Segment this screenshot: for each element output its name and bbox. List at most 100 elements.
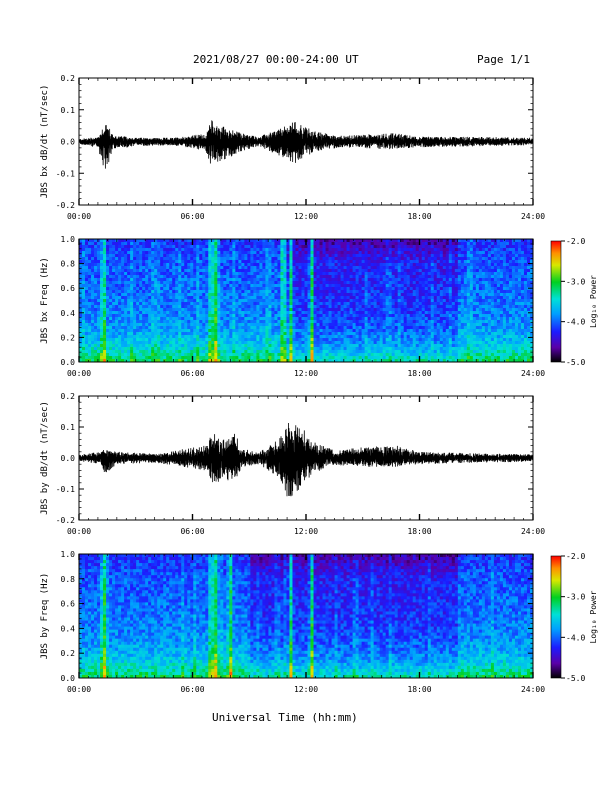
spectrogram-cell xyxy=(115,272,119,276)
spectrogram-cell xyxy=(220,326,224,330)
spectrogram-cell xyxy=(211,338,215,342)
spectrogram-cell xyxy=(274,335,278,339)
spectrogram-cell xyxy=(157,338,161,342)
spectrogram-cell xyxy=(205,269,209,273)
spectrogram-cell xyxy=(115,338,119,342)
spectrogram-cell xyxy=(421,302,426,306)
spectrogram-cell xyxy=(388,344,393,348)
spectrogram-cell xyxy=(292,245,296,249)
spectrogram-cell xyxy=(361,347,366,351)
spectrogram-cell xyxy=(202,347,206,351)
spectrogram-cell xyxy=(370,284,375,288)
spectrogram-cell xyxy=(142,248,146,252)
spectrogram-cell xyxy=(205,272,209,276)
spectrogram-cell xyxy=(124,338,128,342)
spectrogram-cell xyxy=(364,248,369,252)
spectrogram-cell xyxy=(238,314,242,318)
spectrogram-cell xyxy=(118,257,122,261)
spectrogram-cell xyxy=(148,359,152,363)
spectrogram-cell xyxy=(412,314,417,318)
spectrogram-cell xyxy=(106,344,110,348)
spectrogram-cell xyxy=(364,344,369,348)
spectrogram-cell xyxy=(202,296,206,300)
spectrogram-cell xyxy=(220,251,224,255)
spectrogram-cell xyxy=(325,284,329,288)
spectrogram-cell xyxy=(208,317,212,321)
spectrogram-cell xyxy=(400,329,405,333)
spectrogram-cell xyxy=(199,260,203,264)
spectrogram-cell xyxy=(157,341,161,345)
spectrogram-cell xyxy=(277,326,281,330)
spectrogram-cell xyxy=(358,305,363,309)
spectrogram-cell xyxy=(196,329,200,333)
spectrogram-cell xyxy=(274,284,278,288)
spectrogram-cell xyxy=(283,245,287,249)
spectrogram-cell xyxy=(226,305,230,309)
spectrogram-cell xyxy=(292,257,296,261)
spectrogram-cell xyxy=(412,359,417,363)
spectrogram-cell xyxy=(373,263,378,267)
spectrogram-cell xyxy=(169,320,173,324)
spectrogram-cell xyxy=(235,326,239,330)
spectrogram-cell xyxy=(316,245,320,249)
spectrogram-cell xyxy=(379,242,384,246)
spectrogram-cell xyxy=(136,284,140,288)
spectrogram-cell xyxy=(124,245,128,249)
spectrogram-cell xyxy=(304,248,308,252)
spectrogram-cell xyxy=(277,314,281,318)
spectrogram-cell xyxy=(388,266,393,270)
spectrogram-cell xyxy=(301,335,305,339)
spectrogram-cell xyxy=(100,281,104,285)
spectrogram-cell xyxy=(127,287,131,291)
spectrogram-cell xyxy=(229,269,233,273)
spectrogram-cell xyxy=(430,320,435,324)
spectrogram-cell xyxy=(199,302,203,306)
spectrogram-cell xyxy=(244,296,248,300)
spectrogram-cell xyxy=(277,260,281,264)
spectrogram-cell xyxy=(232,302,236,306)
spectrogram-cell xyxy=(286,287,290,291)
spectrogram-cell xyxy=(418,287,423,291)
spectrogram-cell xyxy=(298,290,302,294)
spectrogram-cell xyxy=(322,302,326,306)
spectrogram-cell xyxy=(79,329,83,333)
spectrogram-cell xyxy=(112,341,116,345)
spectrogram-cell xyxy=(148,317,152,321)
spectrogram-cell xyxy=(376,338,381,342)
spectrogram-cell xyxy=(232,332,236,336)
spectrogram-cell xyxy=(235,299,239,303)
spectrogram-cell xyxy=(301,254,305,258)
spectrogram-cell xyxy=(133,344,137,348)
spectrogram-cell xyxy=(430,263,435,267)
spectrogram-cell xyxy=(340,341,344,345)
spectrogram-cell xyxy=(142,302,146,306)
spectrogram-cell xyxy=(307,269,311,273)
spectrogram-cell xyxy=(379,323,384,327)
spectrogram-cell xyxy=(178,269,182,273)
spectrogram-cell xyxy=(346,347,350,351)
spectrogram-cell xyxy=(163,344,167,348)
spectrogram-cell xyxy=(292,284,296,288)
spectrogram-cell xyxy=(208,257,212,261)
spectrogram-cell xyxy=(217,284,221,288)
spectrogram-cell xyxy=(424,296,429,300)
spectrogram-cell xyxy=(418,308,423,312)
x-tick-label: 06:00 xyxy=(180,212,204,221)
spectrogram-cell xyxy=(172,278,176,282)
spectrogram-cell xyxy=(154,263,158,267)
spectrogram-cell xyxy=(244,329,248,333)
spectrogram-cell xyxy=(163,335,167,339)
spectrogram-cell xyxy=(184,293,188,297)
spectrogram-cell xyxy=(349,272,354,276)
spectrogram-cell xyxy=(334,290,338,294)
spectrogram-cell xyxy=(268,332,272,336)
spectrogram-cell xyxy=(418,353,423,357)
spectrogram-cell xyxy=(139,296,143,300)
spectrogram-cell xyxy=(292,278,296,282)
spectrogram-cell xyxy=(145,314,149,318)
spectrogram-cell xyxy=(346,257,350,261)
spectrogram-cell xyxy=(160,290,164,294)
spectrogram-cell xyxy=(325,317,329,321)
spectrogram-cell xyxy=(346,302,350,306)
spectrogram-cell xyxy=(214,296,218,300)
